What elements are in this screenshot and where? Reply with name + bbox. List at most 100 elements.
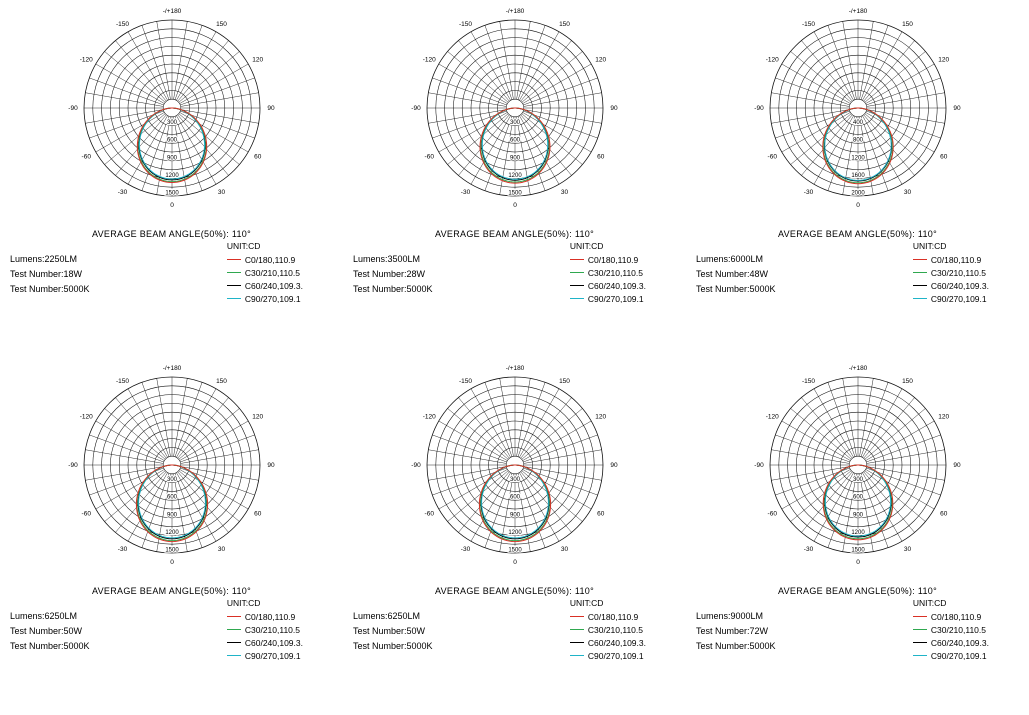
svg-text:1200: 1200 xyxy=(851,530,865,536)
svg-text:-30: -30 xyxy=(460,546,470,553)
svg-text:300: 300 xyxy=(166,477,177,483)
svg-text:60: 60 xyxy=(940,154,948,161)
legend-item: C60/240,109.3. xyxy=(226,279,303,292)
svg-text:-60: -60 xyxy=(767,154,777,161)
legend-item-label: C30/210,110.5 xyxy=(587,624,643,635)
svg-text:900: 900 xyxy=(166,512,177,518)
legend-item-label: C60/240,109.3. xyxy=(244,280,303,291)
cct-label: Test Number:5000K xyxy=(353,284,433,294)
unit-label: UNIT:CD xyxy=(569,241,604,251)
svg-text:150: 150 xyxy=(559,21,570,28)
legend-item: C0/180,110.9 xyxy=(226,610,303,623)
svg-text:900: 900 xyxy=(852,512,863,518)
legend-items: C0/180,110.9 C30/210,110.5 C60/240,109.3. C… xyxy=(226,253,303,305)
legend-line-swatch xyxy=(569,285,584,286)
svg-text:0: 0 xyxy=(513,202,517,209)
svg-text:-90: -90 xyxy=(68,105,78,112)
power-label: Test Number:28W xyxy=(353,269,426,279)
unit-label: UNIT:CD xyxy=(912,241,947,251)
legend-item-label: C0/180,110.9 xyxy=(930,611,982,622)
svg-text:90: 90 xyxy=(267,105,275,112)
lumens-label: Lumens:6000LM xyxy=(696,254,764,264)
polar-diagram: 0 30 60 90 120 150 -/+180 -30 -60 -90 -120 -150 300 6… xyxy=(754,365,961,566)
svg-text:-120: -120 xyxy=(79,57,92,64)
svg-text:120: 120 xyxy=(252,414,263,421)
svg-text:600: 600 xyxy=(852,495,863,501)
svg-text:90: 90 xyxy=(953,105,961,112)
lumens-label: Lumens:6250LM xyxy=(10,611,78,621)
svg-text:-30: -30 xyxy=(117,546,127,553)
svg-text:300: 300 xyxy=(509,120,520,126)
photometric-panel: 0 30 60 90 120 150 -/+180 -30 -60 -90 -120 -150 300 6… xyxy=(343,357,686,714)
test-info: Lumens:9000LM Test Number:72W Test Numbe… xyxy=(696,611,776,662)
legend-item: C90/270,109.1 xyxy=(226,292,303,305)
svg-text:-150: -150 xyxy=(115,21,128,28)
svg-text:1500: 1500 xyxy=(165,548,179,554)
cct-label: Test Number:5000K xyxy=(10,284,90,294)
polar-diagram: 0 30 60 90 120 150 -/+180 -30 -60 -90 -120 -150 300 6… xyxy=(411,8,618,209)
svg-text:0: 0 xyxy=(856,202,860,209)
legend-item-label: C30/210,110.5 xyxy=(244,267,300,278)
legend: UNIT:CD C0/180,110.9 C30/210,110.5 C60/240… xyxy=(226,241,303,305)
svg-text:-90: -90 xyxy=(754,105,764,112)
svg-text:-/+180: -/+180 xyxy=(848,8,867,15)
svg-text:-60: -60 xyxy=(81,511,91,518)
polar-diagram: 0 30 60 90 120 150 -/+180 -30 -60 -90 -120 -150 300 6… xyxy=(411,365,618,566)
legend-line-swatch xyxy=(569,272,584,273)
svg-text:1500: 1500 xyxy=(851,548,865,554)
svg-text:1200: 1200 xyxy=(508,173,522,179)
legend-item-label: C30/210,110.5 xyxy=(244,624,300,635)
beam-angle-caption: AVERAGE BEAM ANGLE(50%): 110° xyxy=(777,586,938,596)
legend-line-swatch xyxy=(226,616,241,617)
legend-item-label: C60/240,109.3. xyxy=(930,280,989,291)
svg-text:2000: 2000 xyxy=(851,191,865,197)
legend-line-swatch xyxy=(569,298,584,299)
svg-text:-60: -60 xyxy=(424,154,434,161)
legend-item: C30/210,110.5 xyxy=(226,266,303,279)
power-label: Test Number:48W xyxy=(696,269,769,279)
svg-text:-90: -90 xyxy=(411,105,421,112)
beam-angle-caption: AVERAGE BEAM ANGLE(50%): 110° xyxy=(777,229,938,239)
power-label: Test Number:50W xyxy=(353,626,426,636)
legend-item-label: C30/210,110.5 xyxy=(587,267,643,278)
svg-text:-30: -30 xyxy=(803,189,813,196)
svg-text:30: 30 xyxy=(560,546,568,553)
photometric-panel: 0 30 60 90 120 150 -/+180 -30 -60 -90 -120 -150 300 6… xyxy=(343,0,686,357)
svg-text:30: 30 xyxy=(903,546,911,553)
legend-item: C30/210,110.5 xyxy=(226,623,303,636)
legend-item: C30/210,110.5 xyxy=(569,623,646,636)
legend-line-swatch xyxy=(226,298,241,299)
svg-text:300: 300 xyxy=(509,477,520,483)
legend-line-swatch xyxy=(569,259,584,260)
power-label: Test Number:72W xyxy=(696,626,769,636)
legend-line-swatch xyxy=(226,629,241,630)
legend-line-swatch xyxy=(912,629,927,630)
legend-items: C0/180,110.9 C30/210,110.5 C60/240,109.3. C… xyxy=(912,610,989,662)
legend-item-label: C30/210,110.5 xyxy=(930,624,986,635)
legend-line-swatch xyxy=(912,285,927,286)
legend-line-swatch xyxy=(912,616,927,617)
svg-text:120: 120 xyxy=(252,57,263,64)
legend-line-swatch xyxy=(569,655,584,656)
svg-text:-150: -150 xyxy=(801,378,814,385)
cct-label: Test Number:5000K xyxy=(696,641,776,651)
svg-text:-/+180: -/+180 xyxy=(505,8,524,15)
legend-item: C90/270,109.1 xyxy=(912,649,989,662)
cct-label: Test Number:5000K xyxy=(353,641,433,651)
legend-item-label: C60/240,109.3. xyxy=(587,280,646,291)
photometric-panel: 0 30 60 90 120 150 -/+180 -30 -60 -90 -120 -150 300 6… xyxy=(0,0,343,357)
legend-item: C30/210,110.5 xyxy=(912,623,989,636)
svg-text:60: 60 xyxy=(254,154,262,161)
svg-text:900: 900 xyxy=(509,512,520,518)
svg-text:800: 800 xyxy=(852,138,863,144)
legend-line-swatch xyxy=(912,259,927,260)
legend: UNIT:CD C0/180,110.9 C30/210,110.5 C60/240… xyxy=(226,598,303,662)
svg-text:-120: -120 xyxy=(79,414,92,421)
svg-text:600: 600 xyxy=(166,495,177,501)
svg-text:-/+180: -/+180 xyxy=(162,8,181,15)
photometric-panel: 0 30 60 90 120 150 -/+180 -30 -60 -90 -120 -150 300 6… xyxy=(0,357,343,714)
legend-item: C60/240,109.3. xyxy=(912,636,989,649)
svg-text:600: 600 xyxy=(509,138,520,144)
svg-text:30: 30 xyxy=(217,189,225,196)
